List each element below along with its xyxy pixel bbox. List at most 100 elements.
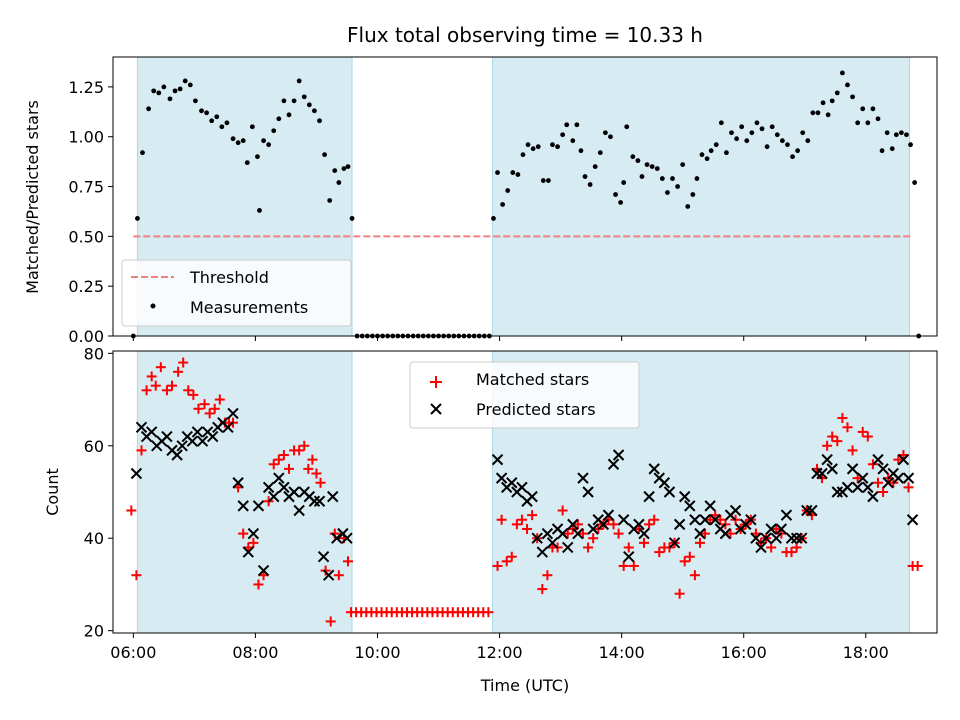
bottom-y-tick-label: 40 [84,529,104,548]
matched-star-point [501,556,512,567]
predicted-star-point [673,518,686,531]
matched-star-point [278,450,289,461]
predicted-star-point [322,569,335,581]
matched-star-point [862,431,873,442]
bottom-legend: Matched stars Predicted stars [409,361,640,429]
measurement-point [665,190,670,195]
x-tick-label: 16:00 [721,643,767,662]
measurement-point [635,158,641,164]
measurement-point [276,116,282,122]
measurement-point [574,122,580,128]
matched-star-point [654,547,665,558]
measurement-point [255,154,260,160]
x-tick-label: 06:00 [110,643,156,662]
top-observing-window-1 [492,57,910,336]
top-legend: Threshold Measurements [121,259,352,327]
measurement-point [520,152,526,158]
matched-star-point [766,542,777,553]
predicted-star-point [801,504,813,517]
measurement-point [219,124,225,130]
bottom-y-tick-label: 60 [84,437,104,456]
predicted-star-point [327,490,339,503]
measurement-point [341,166,347,172]
matched-star-point [628,560,639,571]
matched-star-point [725,528,736,539]
matched-star-point [527,510,538,521]
threshold-legend-label: Threshold [189,268,269,287]
measurement-point [713,142,719,148]
measurement-point [708,148,714,154]
predicted-star-point [795,532,808,544]
predicted-star-point [572,527,584,540]
predicted-star-point [191,426,204,438]
measurement-point [855,120,861,126]
matched-star-point [214,394,225,405]
predicted-star-point [257,564,270,577]
predicted-star-point [242,546,255,558]
predicted-star-point [709,514,721,526]
measurement-point [336,180,342,185]
measurement-point [349,216,355,221]
bottom-observing-window-0 [137,351,353,633]
predicted-star-point [770,532,782,544]
predicted-star-point [790,532,803,544]
measurement-point [327,198,333,203]
predicted-star-point [806,504,818,517]
measurement-point [860,106,866,112]
bottom-panel: 06:00 08:00 10:00 12:00 14:00 16:00 18:00 20 40… [43,344,938,695]
measurement-point [879,148,885,154]
predicted-star-point [577,472,589,484]
predicted-star-point [750,532,762,544]
predicted-star-point [491,453,504,466]
measurement-point [690,192,696,197]
measurement-point [850,94,855,100]
measurement-point [296,78,302,84]
measurement-point [820,100,826,106]
predicted-star-point [262,481,275,494]
predicted-star-point [247,527,260,540]
matched-star-point [136,445,147,456]
measurement-point [193,98,198,104]
matched-star-point [315,477,326,488]
predicted-star-point [826,463,838,475]
measurement-point [759,126,765,132]
predicted-star-point [541,527,554,540]
predicted-star-point [317,551,330,563]
top-legend-box [121,259,352,327]
measurement-point [904,132,909,138]
predicted-star-point [862,481,874,494]
predicted-star-point [130,467,143,480]
x-tick-label: 18:00 [843,643,889,662]
measurement-point [639,174,645,179]
top-y-axis-label: Matched/Predicted stars [23,100,42,294]
measurement-point [156,90,162,96]
measurement-point [602,130,608,136]
measurement-point [332,168,338,173]
predicted-star-point [546,537,559,549]
measurement-point [685,204,691,209]
matched-star-point [562,528,573,539]
matched-star-point [577,528,588,539]
predicted-star-point [237,500,249,512]
predicted-star-point [196,435,209,447]
matched-star-point [492,560,503,571]
matched-star-point [167,380,178,391]
top-y-tick-label: 0.00 [68,327,104,346]
predicted-star-point [623,551,635,563]
measurement-point [744,138,750,144]
matched-star-point [771,523,782,534]
measurement-point [230,136,236,142]
matched-legend-swatch [430,376,442,388]
measurement-point [884,130,890,136]
x-tick-label: 14:00 [599,643,645,662]
matched-star-point [178,357,189,368]
matched-star-point [608,519,619,530]
matched-star-point [209,403,220,414]
predicted-star-point [145,426,158,438]
bottom-legend-box [409,361,640,429]
predicted-star-point [745,514,757,526]
measurement-point [306,102,312,108]
measurement-point [587,182,593,187]
matched-star-point [511,519,522,530]
predicted-star-point [161,430,173,443]
